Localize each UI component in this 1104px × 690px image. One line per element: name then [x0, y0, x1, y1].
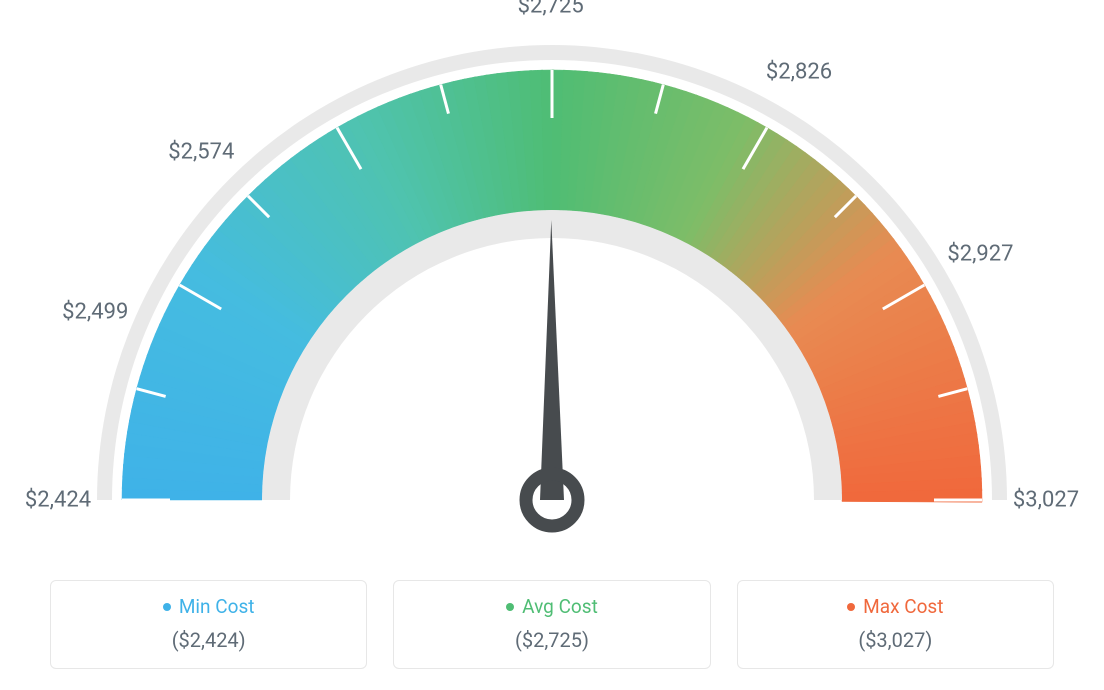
legend-card-max: Max Cost ($3,027) — [737, 580, 1054, 669]
legend-title-max: Max Cost — [847, 595, 943, 618]
legend-card-avg: Avg Cost ($2,725) — [393, 580, 710, 669]
dot-icon — [847, 603, 855, 611]
gauge-tick-label: $2,927 — [947, 242, 1013, 267]
legend-card-min: Min Cost ($2,424) — [50, 580, 367, 669]
gauge-svg — [0, 0, 1104, 560]
dot-icon — [506, 603, 514, 611]
legend-title-text: Min Cost — [179, 595, 255, 618]
gauge-tick-label: $2,826 — [766, 60, 832, 85]
legend-value-min: ($2,424) — [61, 628, 356, 652]
gauge-tick-label: $2,424 — [25, 488, 91, 513]
gauge-tick-label: $3,027 — [1013, 488, 1079, 513]
legend-title-text: Avg Cost — [522, 595, 598, 618]
legend-value-avg: ($2,725) — [404, 628, 699, 652]
legend-title-min: Min Cost — [163, 595, 255, 618]
gauge-tick-label: $2,499 — [62, 299, 128, 324]
legend-title-text: Max Cost — [863, 595, 943, 618]
cost-gauge: $2,424 $2,499 $2,574 $2,725 $2,826 $2,927 $3,0… — [0, 0, 1104, 560]
gauge-tick-label: $2,574 — [168, 140, 234, 165]
gauge-tick-label: $2,725 — [518, 0, 584, 19]
legend-value-max: ($3,027) — [748, 628, 1043, 652]
legend-row: Min Cost ($2,424) Avg Cost ($2,725) Max … — [50, 580, 1054, 669]
legend-title-avg: Avg Cost — [506, 595, 598, 618]
dot-icon — [163, 603, 171, 611]
